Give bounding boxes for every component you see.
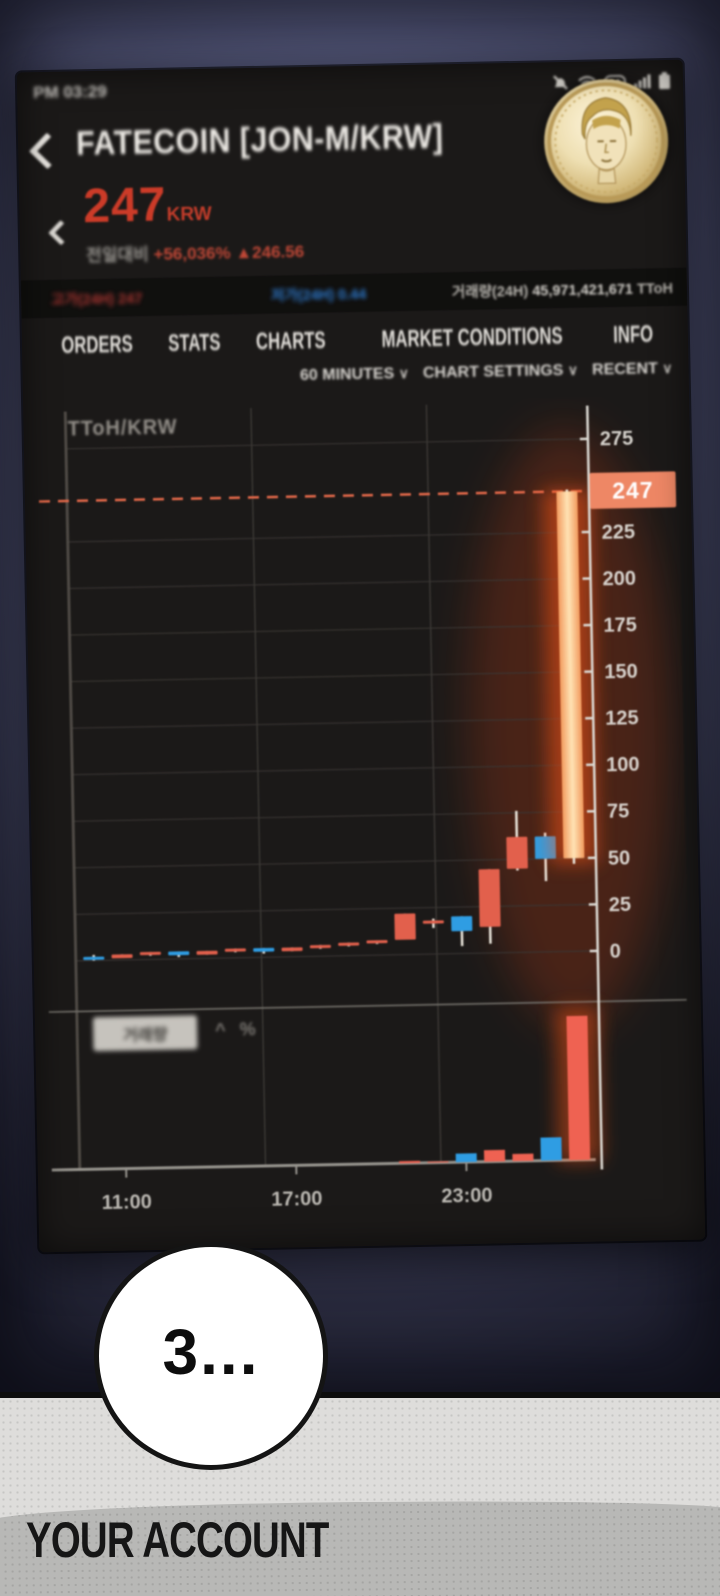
percent-icon[interactable]: %: [239, 1019, 256, 1040]
volume-bar: [455, 1153, 477, 1163]
y-tick-label: 75: [607, 801, 630, 823]
volume-bar: [399, 1160, 421, 1164]
speech-bubble: 3...: [94, 1242, 328, 1470]
y-tick-label: 0: [610, 940, 622, 962]
tab-market-conditions[interactable]: MARKET CONDITIONS: [381, 322, 563, 353]
tab-charts[interactable]: CHARTS: [255, 326, 327, 355]
chevron-down-icon: ∨: [398, 365, 410, 382]
y-tick-label: 50: [608, 847, 631, 869]
high-24h: 고가(24H) 247: [50, 291, 143, 309]
candle-down: [451, 916, 473, 932]
volume-bar: [540, 1137, 562, 1161]
x-tick-label: 11:00: [102, 1191, 152, 1214]
volume-bar: [566, 1015, 591, 1161]
low-24h: 저가(24H) 0.44: [270, 286, 367, 305]
y-tick-label: 100: [606, 754, 640, 777]
price-row: 247KRW: [83, 177, 212, 234]
candle-down: [168, 951, 190, 956]
currency-label: KRW: [166, 203, 212, 226]
candle-up: [394, 913, 416, 940]
change-row: 전일대비 +56,036% ▲246.56: [86, 237, 304, 266]
volume-panel-label: 거래량: [92, 1015, 198, 1052]
coin-face-art: [547, 82, 666, 201]
price-chart[interactable]: 275 225 200 175 150 125 100 75 50 25 0 247 11:00 17:0…: [35, 396, 693, 1248]
price-axis: 275 225 200 175 150 125 100 75 50 25 0 247: [579, 405, 677, 1170]
y-tick-label: 200: [602, 568, 636, 591]
mute-icon: [553, 75, 568, 90]
caption-text: YOUR ACCOUNT: [26, 1513, 329, 1569]
gridlines: [48, 404, 687, 1172]
page-title: FATECOIN [JON-M/KRW]: [75, 116, 444, 163]
tab-info[interactable]: INFO: [613, 320, 654, 349]
candle-up: [556, 491, 585, 859]
time-axis: 11:00 17:00 23:00: [102, 1162, 493, 1214]
current-price: 247: [82, 178, 167, 234]
volume-bar: [512, 1153, 534, 1162]
candle-up: [111, 954, 133, 959]
candle-up: [224, 948, 246, 952]
candles: [83, 489, 602, 1163]
volume-bars: [399, 1015, 591, 1164]
candle-down: [253, 947, 275, 952]
change-arrow: ▲: [235, 243, 253, 263]
current-price-line: [38, 489, 583, 503]
candle-up: [478, 868, 501, 928]
battery-icon: [658, 72, 671, 90]
signal-icon: [634, 74, 651, 89]
recent-dropdown[interactable]: RECENT ∨: [591, 359, 673, 379]
volume-24h-label: 거래량(24H): [451, 283, 529, 302]
change-absolute: 246.56: [251, 242, 305, 263]
y-tick-label: 125: [605, 707, 639, 730]
status-time: PM 03:29: [32, 81, 107, 103]
current-price-badge: [589, 471, 677, 509]
speech-bubble-text: 3...: [162, 1316, 260, 1388]
volume-bar: [427, 1161, 449, 1163]
volume-24h-value: 45,971,421,671: [532, 281, 634, 300]
candle-down: [83, 956, 105, 961]
chevron-down-icon: ∨: [662, 359, 673, 377]
candle-up: [506, 836, 528, 869]
current-price-label: 247: [612, 477, 654, 504]
x-tick-label: 17:00: [271, 1188, 323, 1211]
chevron-left-icon: [48, 219, 74, 246]
candle-up: [309, 944, 331, 949]
y-tick-label: 25: [609, 894, 632, 916]
back-icon: [28, 132, 66, 170]
coin-avatar: [542, 78, 670, 205]
change-percent: +56,036%: [153, 243, 231, 264]
phone-screenshot: PM 03:29: [16, 59, 706, 1253]
collapse-icon[interactable]: ^: [214, 1019, 226, 1040]
y-tick-label: 275: [600, 428, 634, 451]
chevron-down-icon: ∨: [567, 361, 579, 378]
candle-up: [196, 950, 218, 955]
pair-label: TToH/KRW: [67, 415, 178, 441]
price-back-button[interactable]: [48, 219, 74, 247]
volume-24h-unit: TToH: [636, 280, 674, 298]
volume-bar: [483, 1149, 506, 1162]
tab-orders[interactable]: ORDERS: [61, 330, 134, 359]
candle-up: [139, 951, 161, 956]
candle-up: [338, 942, 360, 946]
y-tick-label: 150: [604, 661, 638, 684]
candle-up: [366, 940, 388, 944]
y-tick-label: 225: [601, 521, 635, 544]
volume-panel-icons: ^ %: [215, 1019, 256, 1041]
candlestick-chart-svg: 275 225 200 175 150 125 100 75 50 25 0 247 11:00 17:0…: [38, 404, 687, 1214]
x-tick-label: 23:00: [441, 1185, 493, 1208]
back-button[interactable]: [28, 132, 66, 170]
chart-settings-dropdown[interactable]: CHART SETTINGS ∨: [422, 361, 579, 382]
tab-stats[interactable]: STATS: [168, 328, 222, 357]
interval-dropdown[interactable]: 60 MINUTES ∨: [299, 365, 410, 385]
candle-up: [422, 920, 444, 924]
candle-up: [281, 947, 303, 952]
volume-24h: 거래량(24H) 45,971,421,671 TToH: [452, 277, 673, 302]
y-tick-label: 175: [603, 614, 637, 637]
change-label: 전일대비: [86, 245, 149, 266]
